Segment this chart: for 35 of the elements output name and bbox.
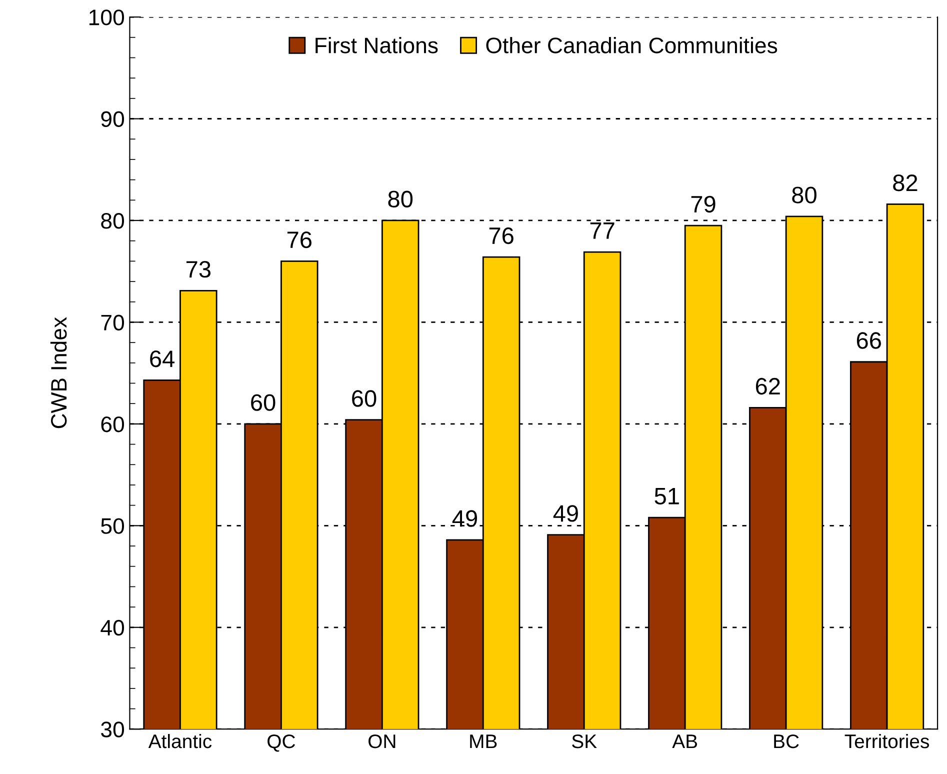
x-tick-label: ON [368,734,396,748]
data-label: 60 [352,390,376,407]
data-label: 49 [553,505,578,522]
y-tick-label: 90 [101,111,124,128]
y-tick-label: 100 [90,10,124,26]
x-tick-label: SK [572,734,597,748]
data-label: 80 [388,190,413,208]
data-label: 77 [590,222,614,239]
data-label: 79 [691,196,716,213]
y-tick-label: 80 [101,213,124,229]
data-label: 80 [792,186,816,204]
data-label: 60 [251,394,276,411]
y-tick-label: 30 [101,722,124,738]
data-label: 76 [489,227,514,244]
data-label: 66 [856,332,881,349]
data-label: 51 [654,488,679,505]
legend-label: First Nations [316,37,438,54]
y-axis-title: CWB Index [50,317,67,428]
data-label: 73 [186,260,210,278]
x-tick-label: BC [774,734,799,748]
legend-label: Other Canadian Communities [486,37,778,54]
data-label: 82 [893,174,918,192]
y-tick-label: 40 [100,620,124,636]
data-label: 49 [452,510,477,527]
x-tick-label: QC [268,734,296,752]
x-tick-label: Atlantic [148,734,212,748]
data-label: 76 [287,231,312,248]
data-label: 62 [756,378,780,395]
x-tick-label: AB [672,734,698,748]
y-tick-label: 70 [101,314,124,330]
y-tick-label: 50 [101,518,124,534]
x-tick-label: MB [470,734,497,748]
x-tick-label: Territories [844,734,930,748]
data-label: 64 [150,350,174,368]
y-tick-label: 60 [101,416,124,432]
